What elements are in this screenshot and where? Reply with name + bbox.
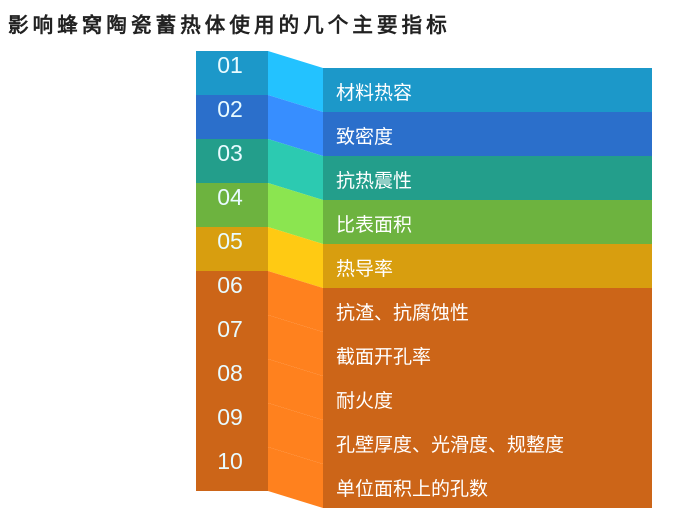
svg-text:07: 07 [217, 316, 243, 342]
svg-text:孔壁厚度、光滑度、规整度: 孔壁厚度、光滑度、规整度 [336, 434, 564, 456]
svg-text:05: 05 [217, 228, 243, 254]
svg-text:截面开孔率: 截面开孔率 [336, 346, 431, 368]
svg-text:抗渣、抗腐蚀性: 抗渣、抗腐蚀性 [336, 302, 469, 324]
svg-text:比表面积: 比表面积 [336, 214, 412, 236]
svg-text:03: 03 [217, 140, 243, 166]
svg-text:致密度: 致密度 [336, 126, 393, 148]
svg-text:耐火度: 耐火度 [336, 390, 393, 412]
svg-text:单位面积上的孔数: 单位面积上的孔数 [336, 478, 488, 500]
svg-text:01: 01 [217, 52, 243, 78]
svg-text:02: 02 [217, 96, 243, 122]
svg-text:抗热震性: 抗热震性 [336, 170, 412, 192]
svg-text:06: 06 [217, 272, 243, 298]
svg-text:材料热容: 材料热容 [336, 82, 412, 104]
svg-text:04: 04 [217, 184, 243, 210]
svg-text:08: 08 [217, 360, 243, 386]
svg-text:09: 09 [217, 404, 243, 430]
svg-text:热导率: 热导率 [336, 258, 393, 280]
svg-text:10: 10 [217, 448, 243, 474]
